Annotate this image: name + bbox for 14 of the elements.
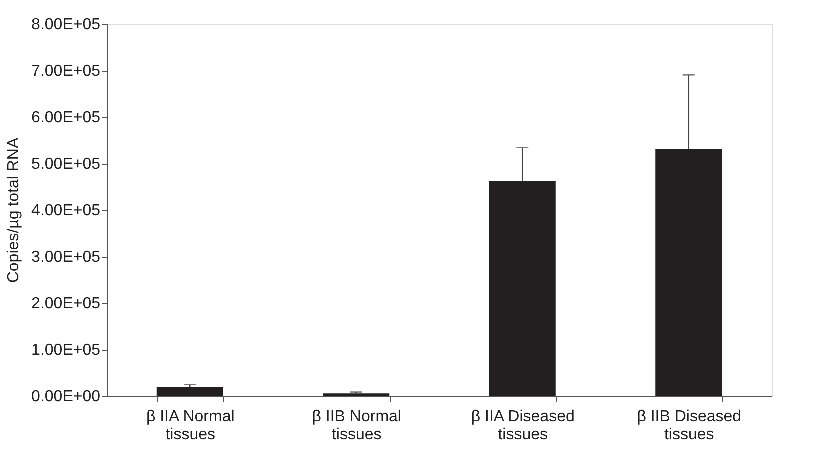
y-tick-label: 6.00E+05 xyxy=(32,110,101,126)
x-tick-label: β IIA Normal tissues xyxy=(146,408,235,444)
y-tick-label: 3.00E+05 xyxy=(32,249,101,266)
y-tick-label: 8.00E+05 xyxy=(32,16,101,34)
y-tick-label: 2.00E+05 xyxy=(32,296,101,312)
y-tick-label: 7.00E+05 xyxy=(32,63,101,80)
x-tick-label: β IIB Diseased tissues xyxy=(637,408,742,444)
y-tick-label: 4.00E+05 xyxy=(32,202,101,220)
y-axis-title: Copies/µg total RNA xyxy=(6,138,23,284)
y-tick-label: 1.00E+05 xyxy=(32,342,101,359)
x-tick-label: β IIA Diseased tissues xyxy=(471,408,575,444)
x-tick-label: β IIB Normal tissues xyxy=(312,408,402,444)
y-tick-label: 5.00E+05 xyxy=(32,156,101,173)
y-tick-label: 0.00E+00 xyxy=(32,388,101,406)
